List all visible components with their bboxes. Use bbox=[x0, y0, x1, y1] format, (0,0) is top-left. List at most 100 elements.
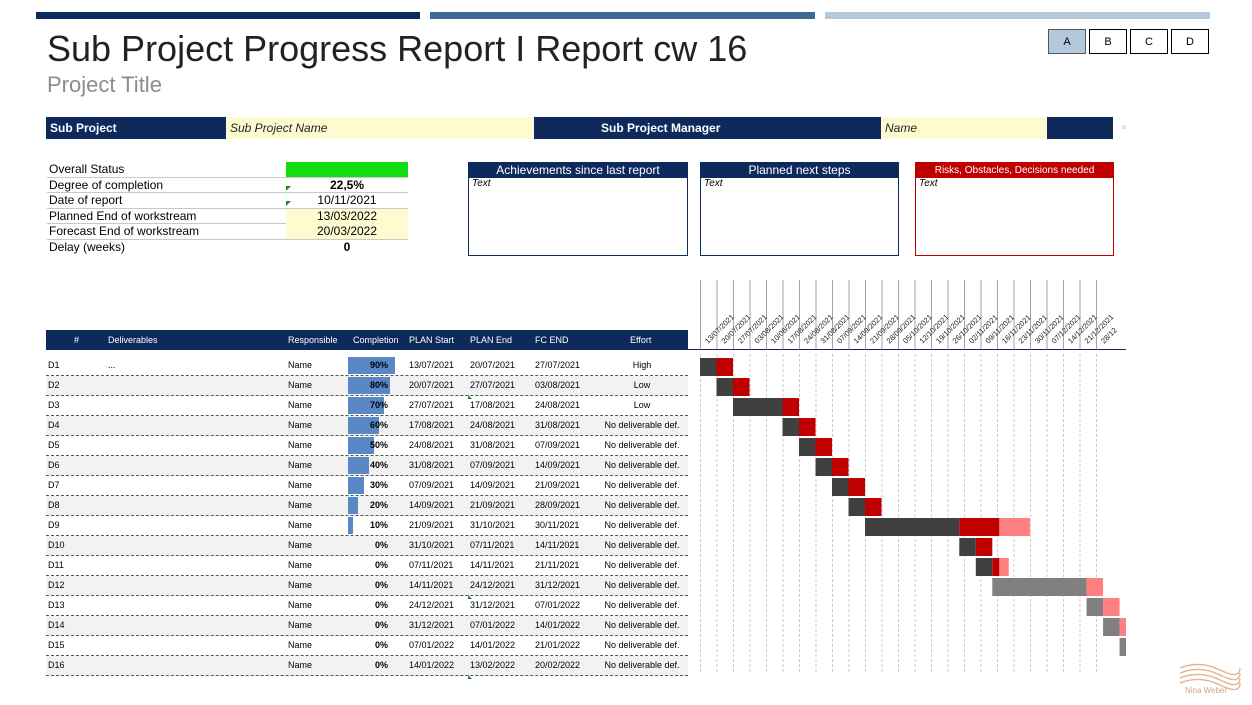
completion-bar bbox=[348, 517, 354, 534]
gantt-delay-bar bbox=[992, 558, 1000, 576]
overall-status-indicator[interactable] bbox=[286, 162, 408, 177]
comment-marker bbox=[468, 595, 472, 599]
table-row[interactable]: D7 Name 30% 07/09/2021 14/09/2021 21/09/2021 N… bbox=[46, 476, 688, 496]
responsible-name: Name bbox=[288, 440, 313, 450]
responsible-name: Name bbox=[288, 520, 313, 530]
completion-bar bbox=[348, 357, 395, 374]
effort-value: No deliverable def. bbox=[604, 480, 680, 490]
risks-text[interactable]: Text bbox=[919, 178, 938, 189]
table-row[interactable]: D8 Name 20% 14/09/2021 21/09/2021 28/09/2021 N… bbox=[46, 496, 688, 516]
table-row[interactable]: D10 Name 0% 31/10/2021 07/11/2021 14/11/2021 N… bbox=[46, 536, 688, 556]
col-plan-end: PLAN End bbox=[470, 335, 513, 345]
plan-end-date: 13/02/2022 bbox=[470, 660, 516, 670]
accent-bar-dark bbox=[36, 12, 420, 19]
status-row-forecast-end: Forecast End of workstream 20/03/2022 bbox=[47, 224, 408, 240]
effort-value: High bbox=[632, 360, 652, 370]
responsible-name: Name bbox=[288, 640, 313, 650]
fc-end-date: 28/09/2021 bbox=[535, 500, 581, 510]
table-row[interactable]: D13 Name 0% 24/12/2021 31/12/2021 07/01/2022 N… bbox=[46, 596, 688, 616]
plan-start-date: 31/08/2021 bbox=[409, 460, 455, 470]
plan-start-date: 14/01/2022 bbox=[409, 660, 455, 670]
report-date-label: Date of report bbox=[49, 193, 123, 207]
table-row[interactable]: D4 Name 60% 17/08/2021 24/08/2021 31/08/2021 N… bbox=[46, 416, 688, 436]
plan-end-date: 14/11/2021 bbox=[470, 560, 515, 570]
sub-project-name-field[interactable]: Sub Project Name bbox=[226, 117, 534, 139]
effort-value: No deliverable def. bbox=[604, 560, 680, 570]
plan-start-date: 31/10/2021 bbox=[409, 540, 455, 550]
gantt-plan-bar bbox=[733, 398, 783, 416]
table-row[interactable]: D6 Name 40% 31/08/2021 07/09/2021 14/09/2021 N… bbox=[46, 456, 688, 476]
version-c-button[interactable]: C bbox=[1130, 29, 1168, 54]
next-steps-text[interactable]: Text bbox=[704, 178, 723, 189]
plan-end-date: 21/09/2021 bbox=[470, 500, 516, 510]
gantt-plan-bar bbox=[848, 498, 865, 516]
manager-name-field[interactable]: Name bbox=[881, 117, 1047, 139]
project-info-bar: Sub Project Sub Project Name Sub Project… bbox=[46, 117, 1113, 139]
table-row[interactable]: D12 Name 0% 14/11/2021 24/12/2021 31/12/2021 N… bbox=[46, 576, 688, 599]
table-row[interactable]: D1... Name 90% 13/07/2021 20/07/2021 27/07/20… bbox=[46, 356, 688, 376]
plan-start-date: 07/09/2021 bbox=[409, 480, 455, 490]
table-row[interactable]: D3 Name 70% 27/07/2021 17/08/2021 24/08/2021 L… bbox=[46, 396, 688, 419]
next-steps-box: Planned next steps Text bbox=[700, 162, 899, 256]
version-d-button[interactable]: D bbox=[1171, 29, 1209, 54]
fc-end-date: 20/02/2022 bbox=[535, 660, 581, 670]
effort-value: No deliverable def. bbox=[604, 420, 680, 430]
gantt-plan-bar bbox=[865, 518, 960, 536]
comment-marker bbox=[468, 395, 472, 399]
table-row[interactable]: D14 Name 0% 31/12/2021 07/01/2022 14/01/2022 N… bbox=[46, 616, 688, 636]
gantt-delay-bar bbox=[782, 398, 799, 416]
completion-bar bbox=[348, 397, 385, 414]
plan-start-date: 24/08/2021 bbox=[409, 440, 455, 450]
responsible-name: Name bbox=[288, 560, 313, 570]
gantt-plan-bar bbox=[1119, 638, 1126, 656]
gantt-delay-bar bbox=[865, 498, 882, 516]
table-row[interactable]: D15 Name 0% 07/01/2022 14/01/2022 21/01/2022 N… bbox=[46, 636, 688, 656]
version-b-button[interactable]: B bbox=[1089, 29, 1127, 54]
deliverable-id: D8 bbox=[48, 500, 60, 510]
plan-end-date: 31/08/2021 bbox=[470, 440, 516, 450]
fc-end-date: 27/07/2021 bbox=[535, 360, 581, 370]
plan-start-date: 20/07/2021 bbox=[409, 380, 455, 390]
fc-end-date: 30/11/2021 bbox=[535, 520, 580, 530]
report-date-value[interactable]: 10/11/2021 bbox=[317, 193, 377, 207]
planned-end-value[interactable]: 13/03/2022 bbox=[286, 208, 408, 224]
achievements-box: Achievements since last report Text bbox=[468, 162, 688, 256]
completion-bar bbox=[348, 477, 364, 494]
responsible-name: Name bbox=[288, 380, 313, 390]
gantt-delay-bar bbox=[799, 418, 816, 436]
effort-value: No deliverable def. bbox=[604, 660, 680, 670]
status-table: Overall Status Degree of completion 22,5… bbox=[47, 162, 408, 255]
gantt-plan-bar bbox=[1103, 618, 1120, 636]
gantt-delay-forecast-bar bbox=[999, 518, 1030, 536]
effort-value: No deliverable def. bbox=[604, 580, 680, 590]
gantt-delay-forecast-bar bbox=[999, 558, 1009, 576]
sub-project-label: Sub Project bbox=[50, 121, 117, 135]
version-a-button[interactable]: A bbox=[1048, 29, 1086, 54]
completion-percent: 80% bbox=[369, 380, 388, 390]
forecast-end-value[interactable]: 20/03/2022 bbox=[286, 224, 408, 239]
table-row[interactable]: D11 Name 0% 07/11/2021 14/11/2021 21/11/2021 N… bbox=[46, 556, 688, 576]
completion-percent: 40% bbox=[369, 460, 388, 470]
table-row[interactable]: D9 Name 10% 21/09/2021 31/10/2021 30/11/2021 N… bbox=[46, 516, 688, 539]
table-row[interactable]: D2 Name 80% 20/07/2021 27/07/2021 03/08/2021 L… bbox=[46, 376, 688, 399]
plan-start-date: 13/07/2021 bbox=[409, 360, 455, 370]
gantt-plan-bar bbox=[832, 478, 849, 496]
completion-bar bbox=[348, 497, 359, 514]
plan-end-date: 14/01/2022 bbox=[470, 640, 516, 650]
plan-end-date: 31/10/2021 bbox=[470, 520, 516, 530]
completion-bar bbox=[348, 377, 390, 394]
completion-bar bbox=[348, 437, 374, 454]
table-row[interactable]: D16 Name 0% 14/01/2022 13/02/2022 20/02/2022 N… bbox=[46, 656, 688, 679]
status-row-completion: Degree of completion 22,5% bbox=[47, 178, 408, 193]
completion-bar bbox=[348, 417, 380, 434]
gantt-plan-bar bbox=[1086, 598, 1104, 616]
plan-start-date: 24/12/2021 bbox=[409, 600, 455, 610]
deliverable-id: D1 bbox=[48, 360, 60, 370]
responsible-name: Name bbox=[288, 620, 313, 630]
risks-title: Risks, Obstacles, Decisions needed bbox=[916, 163, 1113, 178]
gantt-delay-bar bbox=[832, 458, 849, 476]
achievements-text[interactable]: Text bbox=[472, 178, 491, 189]
col-number: # bbox=[74, 335, 80, 345]
table-row[interactable]: D5 Name 50% 24/08/2021 31/08/2021 07/09/2021 N… bbox=[46, 436, 688, 456]
overall-status-label: Overall Status bbox=[49, 162, 125, 176]
